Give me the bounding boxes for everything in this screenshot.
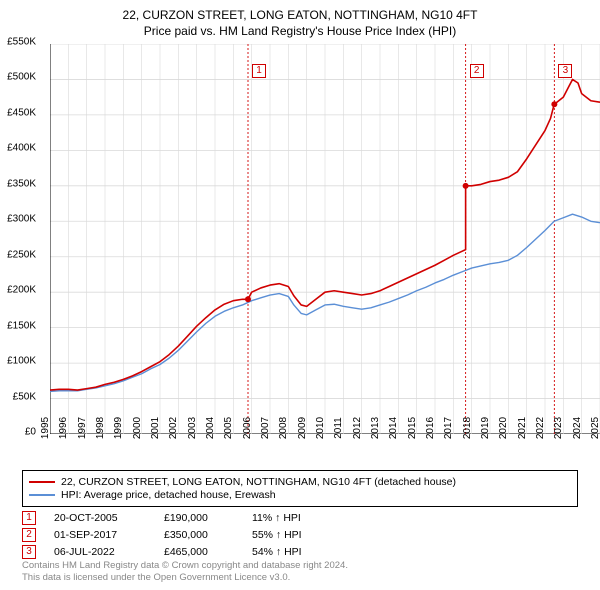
y-axis-label: £350K	[7, 178, 36, 189]
footnote-price: £190,000	[164, 512, 234, 524]
title-block: 22, CURZON STREET, LONG EATON, NOTTINGHA…	[10, 8, 590, 38]
marker-badge: 2	[470, 64, 484, 78]
x-axis-label: 2002	[168, 417, 179, 439]
chart-area: 1 2 3	[50, 44, 600, 434]
footnote-delta: 55% ↑ HPI	[252, 529, 302, 541]
x-axis-label: 1997	[77, 417, 88, 439]
legend-row: 22, CURZON STREET, LONG EATON, NOTTINGHA…	[29, 476, 571, 488]
y-axis-label: £300K	[7, 214, 36, 225]
x-axis-label: 2014	[388, 417, 399, 439]
x-axis-label: 2006	[242, 417, 253, 439]
title-address: 22, CURZON STREET, LONG EATON, NOTTINGHA…	[10, 8, 590, 22]
attribution-line2: This data is licensed under the Open Gov…	[22, 572, 348, 584]
x-axis-label: 2010	[315, 417, 326, 439]
footnote-date: 01-SEP-2017	[54, 529, 146, 541]
marker-badge: 3	[558, 64, 572, 78]
x-axis-label: 2013	[370, 417, 381, 439]
x-axis-label: 2005	[223, 417, 234, 439]
x-axis-label: 2024	[572, 417, 583, 439]
x-axis-label: 2021	[517, 417, 528, 439]
footnote-row: 1 20-OCT-2005 £190,000 11% ↑ HPI	[22, 511, 302, 525]
x-axis-label: 2001	[150, 417, 161, 439]
x-axis-label: 2008	[278, 417, 289, 439]
x-axis-label: 2023	[553, 417, 564, 439]
x-axis-label: 2022	[535, 417, 546, 439]
attribution-line1: Contains HM Land Registry data © Crown c…	[22, 560, 348, 572]
footnote-price: £350,000	[164, 529, 234, 541]
legend-row: HPI: Average price, detached house, Erew…	[29, 489, 571, 501]
x-axis-label: 2019	[480, 417, 491, 439]
attribution: Contains HM Land Registry data © Crown c…	[22, 560, 348, 584]
chart-svg	[50, 44, 600, 434]
y-axis-label: £150K	[7, 320, 36, 331]
y-axis-label: £100K	[7, 356, 36, 367]
x-axis-label: 1995	[40, 417, 51, 439]
x-axis-label: 2009	[297, 417, 308, 439]
marker-badge: 1	[252, 64, 266, 78]
page-root: 22, CURZON STREET, LONG EATON, NOTTINGHA…	[0, 0, 600, 590]
footnote-badge: 1	[22, 511, 36, 525]
y-axis-label: £200K	[7, 285, 36, 296]
y-axis-label: £50K	[13, 391, 36, 402]
marker-dot	[245, 296, 251, 302]
y-axis-label: £500K	[7, 72, 36, 83]
x-axis-label: 1996	[58, 417, 69, 439]
x-axis-label: 2018	[462, 417, 473, 439]
y-axis-label: £400K	[7, 143, 36, 154]
legend-box: 22, CURZON STREET, LONG EATON, NOTTINGHA…	[22, 470, 578, 507]
x-axis-label: 2016	[425, 417, 436, 439]
x-axis-label: 2017	[443, 417, 454, 439]
footnote-date: 20-OCT-2005	[54, 512, 146, 524]
y-axis-label: £450K	[7, 107, 36, 118]
marker-dot	[551, 101, 557, 107]
legend-swatch	[29, 481, 55, 483]
footnote-delta: 11% ↑ HPI	[252, 512, 301, 524]
legend-swatch	[29, 494, 55, 496]
x-axis-label: 2003	[187, 417, 198, 439]
y-axis-label: £0	[25, 427, 36, 438]
y-axis-label: £250K	[7, 249, 36, 260]
y-axis-labels: £0£50K£100K£150K£200K£250K£300K£350K£400…	[0, 42, 38, 432]
x-axis-label: 2007	[260, 417, 271, 439]
footnote-price: £465,000	[164, 546, 234, 558]
x-axis-label: 1998	[95, 417, 106, 439]
x-axis-label: 2025	[590, 417, 600, 439]
marker-dot	[463, 183, 469, 189]
x-axis-label: 2015	[407, 417, 418, 439]
footnote-badge: 2	[22, 528, 36, 542]
x-axis-labels: 1995 1996 1997 1998 1999 2000 2001 2002 2003 2004…	[40, 400, 590, 436]
legend-label: 22, CURZON STREET, LONG EATON, NOTTINGHA…	[61, 476, 456, 488]
footnotes: 1 20-OCT-2005 £190,000 11% ↑ HPI 2 01-SEP-201…	[22, 508, 302, 562]
legend-label: HPI: Average price, detached house, Erew…	[61, 489, 276, 501]
x-axis-label: 2020	[498, 417, 509, 439]
footnote-badge: 3	[22, 545, 36, 559]
x-axis-label: 2011	[333, 417, 344, 439]
y-axis-label: £550K	[7, 37, 36, 48]
footnote-row: 3 06-JUL-2022 £465,000 54% ↑ HPI	[22, 545, 302, 559]
footnote-date: 06-JUL-2022	[54, 546, 146, 558]
x-axis-label: 2000	[132, 417, 143, 439]
x-axis-label: 1999	[113, 417, 124, 439]
footnote-delta: 54% ↑ HPI	[252, 546, 302, 558]
x-axis-label: 2004	[205, 417, 216, 439]
footnote-row: 2 01-SEP-2017 £350,000 55% ↑ HPI	[22, 528, 302, 542]
x-axis-label: 2012	[352, 417, 363, 439]
marker-dots-group	[245, 101, 557, 302]
title-subtitle: Price paid vs. HM Land Registry's House …	[10, 24, 590, 38]
